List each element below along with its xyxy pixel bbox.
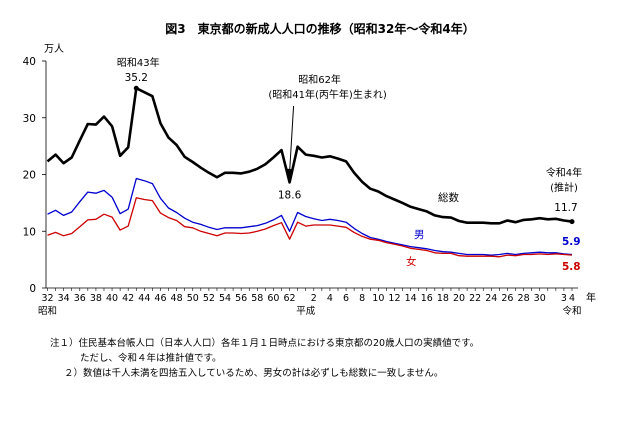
era-label: 令和 xyxy=(562,305,581,317)
x-tick-label: 12 xyxy=(388,293,400,304)
population-line-chart: 図3 東京都の新成人人口の推移（昭和32年～令和4年） 万人 年 0 10 20 30… xyxy=(23,21,596,317)
latest-marker xyxy=(569,219,575,225)
series-label-female: 女 xyxy=(406,255,417,268)
x-tick-label: 32 xyxy=(41,293,53,304)
x-tick-label: 60 xyxy=(267,293,279,304)
x-tick-label: 42 xyxy=(122,293,134,304)
x-tick-label: 44 xyxy=(138,293,150,304)
latest-estimate-label: (推計) xyxy=(550,181,578,194)
y-tick-label: 0 xyxy=(29,283,36,295)
x-tick-label: 4 xyxy=(569,293,575,304)
y-tick-label: 20 xyxy=(23,170,36,182)
hinoe-note-label: (昭和41年(丙午年)生まれ) xyxy=(268,88,386,101)
footnote-1: 注１）住民基本台帳人口（日本人人口）各年１月１日時点における東京都の20歳人口の… xyxy=(50,338,480,349)
footnotes: 注１）住民基本台帳人口（日本人人口）各年１月１日時点における東京都の20歳人口の… xyxy=(50,336,479,381)
x-tick-label: 4 xyxy=(327,293,333,304)
series-label-total: 総数 xyxy=(438,191,459,204)
hinoe-arrow-head xyxy=(285,168,294,178)
x-tick-label: 50 xyxy=(187,293,199,304)
series-line-男 xyxy=(47,177,573,256)
x-tick-label: 54 xyxy=(219,293,231,304)
footnote-1-continued: ただし、令和４年は推計値です。 xyxy=(80,353,222,364)
hinoe-year-label: 昭和62年 xyxy=(298,73,341,86)
latest-year-label: 令和4年 xyxy=(546,166,582,179)
hinoe-arrow-shaft xyxy=(289,105,295,173)
x-tick-label: 30 xyxy=(534,293,546,304)
x-tick-label: 40 xyxy=(106,293,118,304)
x-tick-label: 48 xyxy=(171,293,183,304)
x-tick-label: 10 xyxy=(372,293,384,304)
x-axis-unit-label: 年 xyxy=(586,291,596,304)
chart-title: 図3 東京都の新成人人口の推移（昭和32年～令和4年） xyxy=(165,21,474,36)
era-label: 平成 xyxy=(296,305,316,317)
x-tick-label: 26 xyxy=(501,293,513,304)
x-tick-label: 14 xyxy=(405,293,417,304)
x-tick-label: 20 xyxy=(453,293,465,304)
x-tick-label: 34 xyxy=(58,293,70,304)
x-tick-label: 3 xyxy=(561,293,567,304)
x-tick-label: 2 xyxy=(311,293,317,304)
x-tick-label: 52 xyxy=(203,293,215,304)
x-tick-label: 24 xyxy=(485,293,497,304)
hinoe-value-label: 18.6 xyxy=(278,189,302,201)
latest-male-value: 5.9 xyxy=(562,236,581,248)
y-tick-label: 30 xyxy=(23,113,36,125)
latest-total-value: 11.7 xyxy=(554,202,577,214)
x-tick-label: 56 xyxy=(235,293,247,304)
x-tick-label: 46 xyxy=(154,293,166,304)
x-tick-label: 6 xyxy=(343,293,349,304)
x-tick-label: 18 xyxy=(437,293,449,304)
x-tick-label: 28 xyxy=(518,293,530,304)
x-tick-label: 38 xyxy=(90,293,102,304)
peak-value-label: 35.2 xyxy=(125,72,148,84)
series-line-総数 xyxy=(46,86,573,225)
peak-marker xyxy=(133,85,139,91)
x-tick-label: 58 xyxy=(251,293,263,304)
series-label-male: 男 xyxy=(414,229,425,241)
peak-year-label: 昭和43年 xyxy=(117,56,160,69)
era-label: 昭和 xyxy=(38,306,57,317)
footnote-2: ２）数値は千人未満を四捨五入しているため、男女の計は必ずしも総数に一致しません。 xyxy=(64,368,444,379)
latest-female-value: 5.8 xyxy=(562,261,581,273)
x-tick-label: 36 xyxy=(74,293,86,304)
x-tick-label: 62 xyxy=(284,293,296,304)
series-line-女 xyxy=(47,197,573,258)
y-tick-label: 10 xyxy=(23,226,36,238)
x-tick-label: 22 xyxy=(469,293,481,304)
y-tick-label: 40 xyxy=(23,56,36,68)
x-tick-label: 8 xyxy=(359,293,365,304)
x-tick-label: 16 xyxy=(421,293,433,304)
y-axis-unit-label: 万人 xyxy=(44,43,64,55)
